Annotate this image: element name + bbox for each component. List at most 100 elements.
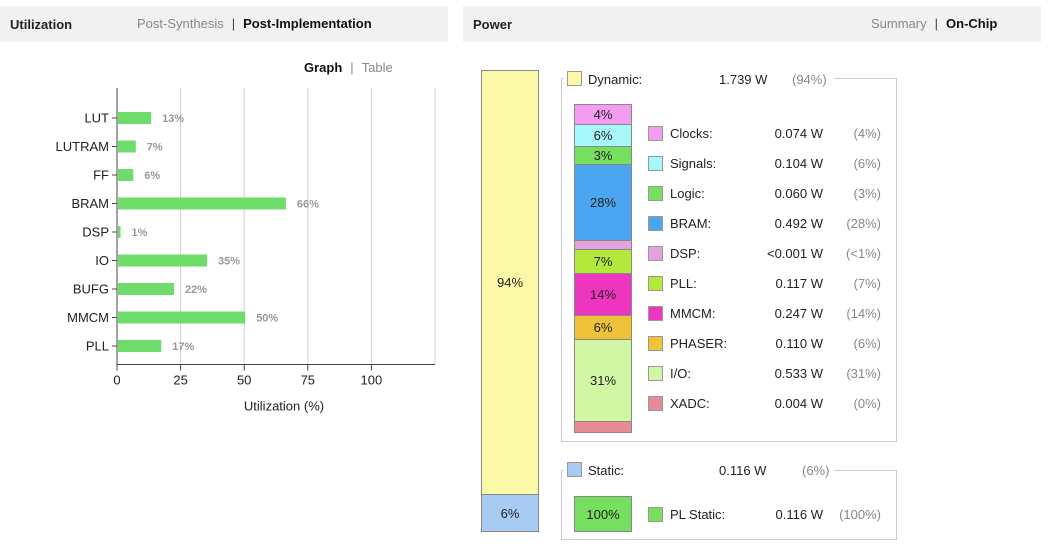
bar [118, 197, 286, 210]
pl-static-bar-label: 100% [586, 506, 620, 522]
legend-name: BRAM: [670, 216, 712, 231]
bar [118, 254, 208, 267]
tab-summary[interactable]: Summary [871, 16, 927, 31]
static-header: Static: 0.116 W (6%) [564, 461, 834, 479]
x-tick-label: 0 [113, 373, 120, 388]
legend-name: MMCM: [670, 306, 716, 321]
legend-watts: 0.060 W [774, 186, 823, 201]
bar [118, 112, 152, 124]
legend-row: Clocks: 0.074 W (4%) [648, 126, 888, 142]
bar [118, 311, 246, 324]
legend-swatch [648, 126, 663, 141]
tab-graph[interactable]: Graph [304, 60, 343, 75]
legend-row: Signals: 0.104 W (6%) [648, 156, 888, 172]
legend-watts: <0.001 W [766, 246, 823, 261]
x-tick-label: 100 [361, 373, 383, 388]
dynamic-label: Dynamic: [588, 72, 643, 87]
x-tick-label: 25 [173, 373, 187, 388]
tab-on-chip[interactable]: On-Chip [946, 16, 998, 31]
power-segment: 14% [574, 273, 632, 316]
legend-pct: (<1%) [845, 246, 881, 261]
tab-separator: | [231, 16, 236, 31]
legend-watts: 0.247 W [774, 306, 823, 321]
y-tick-label: IO [95, 253, 109, 268]
tab-separator: | [934, 16, 939, 31]
legend-pct: (7%) [853, 276, 881, 291]
legend-pct: (6%) [853, 156, 881, 171]
bar-value-label: 13% [162, 113, 184, 125]
legend-swatch [648, 246, 663, 261]
legend-pct: (28%) [846, 216, 881, 231]
y-tick-label: FF [93, 168, 109, 183]
dynamic-watts: 1.739 W [719, 72, 768, 87]
legend-row: PLL: 0.117 W (7%) [648, 276, 888, 292]
y-tick-label: BUFG [73, 282, 109, 297]
bar-value-label: 1% [132, 227, 148, 239]
power-segment: 4% [574, 104, 632, 125]
y-tick-label: LUT [84, 111, 109, 126]
bar [118, 169, 134, 181]
legend-pct: (6%) [853, 336, 881, 351]
pl-static-bar: 100% [574, 496, 632, 532]
power-tabs: Summary | On-Chip [871, 16, 997, 31]
power-segment: 28% [574, 164, 632, 241]
legend-watts: 0.533 W [774, 366, 823, 381]
legend-row: Logic: 0.060 W (3%) [648, 186, 888, 202]
legend-name: I/O: [670, 366, 691, 381]
x-axis-label: Utilization (%) [244, 399, 324, 414]
bar-value-label: 66% [297, 199, 319, 211]
legend-swatch [648, 306, 663, 321]
power-segment-label: 7% [593, 254, 613, 269]
tab-post-implementation[interactable]: Post-Implementation [243, 16, 372, 31]
dynamic-swatch [567, 71, 582, 86]
legend-watts: 0.004 W [774, 396, 823, 411]
utilization-header: Utilization Post-Synthesis | Post-Implemen… [0, 6, 448, 42]
power-segment: 6% [574, 124, 632, 147]
legend-watts: 0.104 W [774, 156, 823, 171]
legend-swatch [648, 276, 663, 291]
bar [118, 283, 174, 295]
y-tick-label: MMCM [67, 310, 109, 325]
power-segment-label: 6% [593, 128, 613, 143]
legend-swatch [648, 366, 663, 381]
legend-swatch [648, 186, 663, 201]
power-segment-label: 28% [589, 195, 617, 210]
power-segment-label: 3% [593, 148, 613, 163]
legend-name: PHASER: [670, 336, 728, 351]
legend-name: Clocks: [670, 126, 713, 141]
power-title: Power [473, 17, 513, 32]
y-tick-label: PLL [86, 339, 109, 354]
legend-pct: (14%) [846, 306, 881, 321]
bar-value-label: 22% [185, 284, 207, 296]
y-tick-label: LUTRAM [56, 139, 109, 154]
pl-static-swatch [648, 507, 663, 522]
legend-row: PHASER: 0.110 W (6%) [648, 336, 888, 352]
legend-swatch [648, 336, 663, 351]
y-tick-label: DSP [82, 225, 109, 240]
legend-watts: 0.117 W [775, 276, 823, 291]
legend-row: MMCM: 0.247 W (14%) [648, 306, 888, 322]
bar-value-label: 50% [256, 313, 278, 325]
total-dynamic-label: 94% [496, 275, 524, 290]
power-segment: 7% [574, 249, 632, 274]
dynamic-pct: (94%) [792, 72, 827, 87]
total-static-label: 6% [500, 505, 520, 521]
power-segment: 31% [574, 339, 632, 422]
tab-post-synthesis[interactable]: Post-Synthesis [137, 16, 224, 31]
bar-value-label: 6% [144, 170, 160, 182]
static-swatch [567, 462, 582, 477]
legend-row: XADC: 0.004 W (0%) [648, 396, 888, 412]
legend-pct: (3%) [853, 186, 881, 201]
legend-watts: 0.074 W [774, 126, 823, 141]
bar [118, 340, 162, 352]
total-static-bar: 6% [481, 494, 539, 532]
legend-row: DSP: <0.001 W (<1%) [648, 246, 888, 262]
dynamic-header: Dynamic: 1.739 W (94%) [564, 70, 834, 88]
legend-swatch [648, 156, 663, 171]
legend-pct: (0%) [853, 396, 881, 411]
pl-static-pct: (100%) [839, 507, 881, 522]
power-segment: 6% [574, 315, 632, 340]
static-label: Static: [588, 463, 625, 478]
tab-table[interactable]: Table [361, 60, 393, 75]
power-segment [574, 421, 632, 433]
